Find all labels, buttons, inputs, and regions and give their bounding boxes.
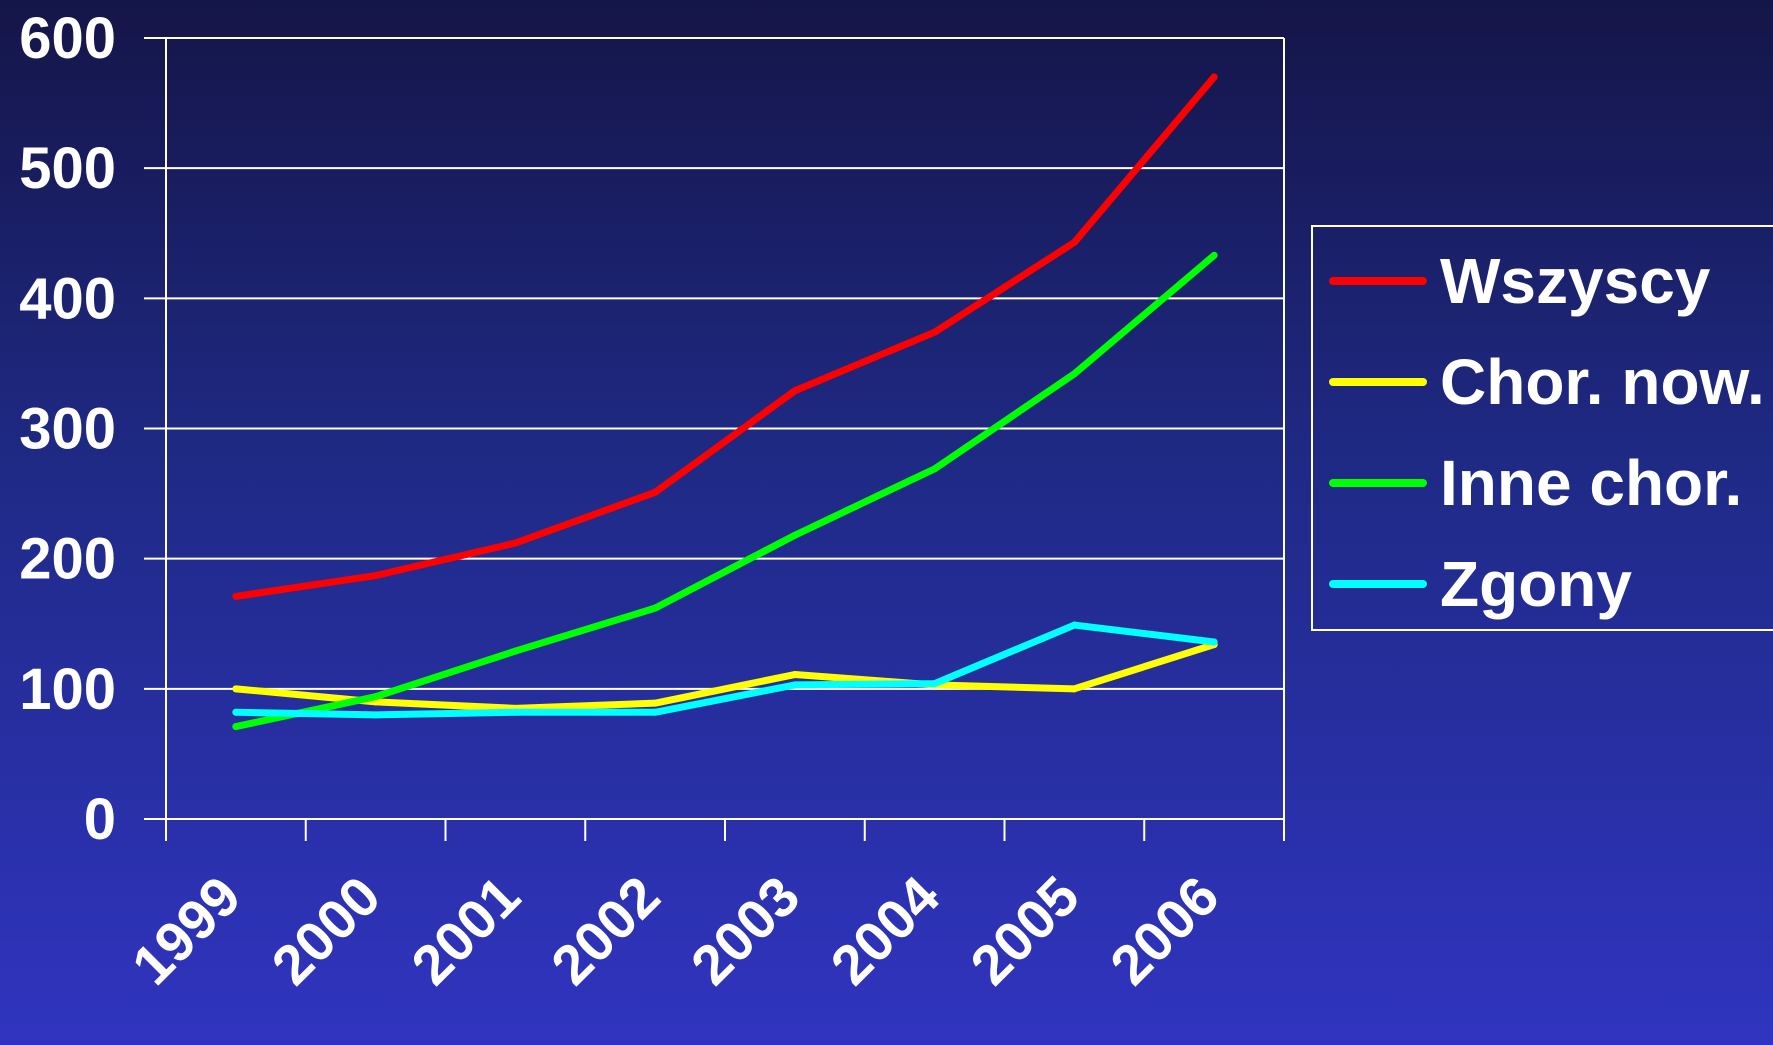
x-tick-label: 2005 bbox=[958, 864, 1091, 997]
data-point bbox=[1210, 638, 1218, 646]
legend-label: Inne chor. bbox=[1440, 447, 1742, 519]
series-lines bbox=[232, 73, 1218, 731]
data-point bbox=[232, 723, 240, 731]
x-axis-ticks: 1999 2000 2001 2002 2003 2004 2005 2006 bbox=[120, 819, 1231, 997]
data-point bbox=[511, 647, 519, 655]
x-tick-label: 2003 bbox=[679, 864, 812, 997]
x-tick-label: 1999 bbox=[120, 864, 253, 997]
data-point bbox=[232, 708, 240, 716]
data-point bbox=[931, 328, 939, 336]
data-point bbox=[791, 531, 799, 539]
data-point bbox=[372, 572, 380, 580]
x-tick-label: 2004 bbox=[818, 864, 951, 997]
data-point bbox=[232, 685, 240, 693]
data-point bbox=[372, 711, 380, 719]
data-point bbox=[651, 699, 659, 707]
data-point bbox=[791, 387, 799, 395]
series-line-0 bbox=[232, 73, 1218, 600]
series-line-1 bbox=[232, 641, 1218, 712]
series-line-2 bbox=[232, 251, 1218, 731]
legend-label: Zgony bbox=[1440, 548, 1632, 620]
x-tick-label: 2001 bbox=[399, 864, 532, 997]
y-tick-label: 100 bbox=[19, 657, 116, 722]
data-point bbox=[651, 604, 659, 612]
data-point bbox=[791, 681, 799, 689]
y-tick-label: 600 bbox=[19, 6, 116, 71]
grid-lines bbox=[166, 37, 1284, 820]
data-point bbox=[931, 465, 939, 473]
x-tick-label: 2000 bbox=[259, 864, 392, 997]
y-tick-label: 0 bbox=[84, 787, 116, 852]
data-point bbox=[791, 671, 799, 679]
y-axis-ticks: 0 100 200 300 400 500 600 bbox=[19, 6, 166, 852]
x-tick-label: 2002 bbox=[539, 864, 672, 997]
legend-label: Chor. now. bbox=[1440, 346, 1765, 418]
y-tick-label: 200 bbox=[19, 527, 116, 592]
data-point bbox=[931, 680, 939, 688]
data-point bbox=[1070, 685, 1078, 693]
series-line-3 bbox=[232, 621, 1218, 719]
data-point bbox=[1070, 621, 1078, 629]
data-point bbox=[1210, 251, 1218, 259]
legend-label: Wszyscy bbox=[1440, 245, 1711, 317]
data-point bbox=[1070, 238, 1078, 246]
data-point bbox=[651, 708, 659, 716]
data-point bbox=[651, 488, 659, 496]
y-tick-label: 400 bbox=[19, 266, 116, 331]
data-point bbox=[511, 708, 519, 716]
data-point bbox=[1070, 370, 1078, 378]
data-point bbox=[372, 693, 380, 701]
data-point bbox=[511, 539, 519, 547]
x-tick-label: 2006 bbox=[1098, 864, 1231, 997]
data-point bbox=[1210, 73, 1218, 81]
data-point bbox=[232, 592, 240, 600]
y-tick-label: 300 bbox=[19, 397, 116, 462]
legend: Wszyscy Chor. now. Inne chor. Zgony bbox=[1311, 225, 1773, 631]
y-tick-label: 500 bbox=[19, 136, 116, 201]
legend-box bbox=[1311, 225, 1773, 631]
